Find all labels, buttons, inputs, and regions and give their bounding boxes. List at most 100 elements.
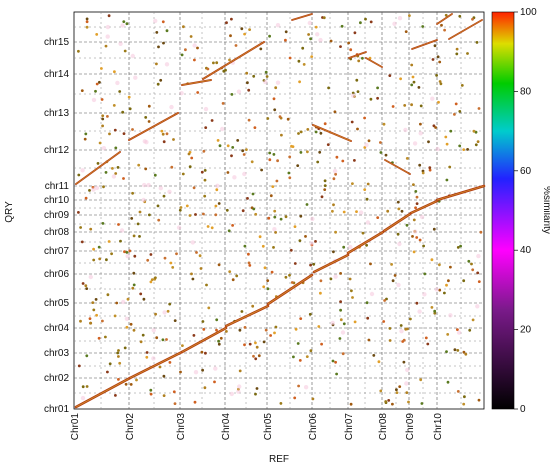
hit-halo: [422, 292, 427, 297]
hit-halo: [333, 274, 338, 279]
hit-point: [449, 265, 452, 269]
hit-halo: [105, 34, 110, 39]
hit-point: [405, 391, 409, 394]
hit-point: [382, 122, 386, 126]
hit-point: [339, 272, 342, 275]
hit-point: [187, 152, 191, 156]
hit-point: [434, 126, 437, 129]
hit-point: [423, 272, 427, 276]
hit-point: [357, 59, 361, 63]
hit-point: [190, 156, 194, 160]
hit-point: [272, 97, 276, 101]
hit-point: [95, 82, 99, 86]
hit-point: [301, 46, 305, 50]
hit-point: [104, 44, 108, 48]
hit-point: [119, 239, 122, 243]
hit-point: [245, 71, 249, 75]
hit-point: [100, 67, 103, 70]
hit-halo: [340, 330, 346, 335]
hit-point: [443, 291, 446, 295]
hit-point: [242, 153, 246, 156]
hit-point: [145, 351, 149, 354]
hit-halo: [392, 21, 397, 26]
hit-point: [254, 392, 257, 396]
hit-point: [269, 194, 273, 198]
hit-point: [252, 207, 256, 211]
hit-halo: [397, 16, 403, 21]
hit-point: [108, 362, 112, 366]
hit-point: [349, 48, 353, 52]
hit-point: [199, 267, 203, 270]
hit-point: [273, 215, 277, 219]
hit-halo: [412, 229, 418, 234]
hit-point: [196, 91, 200, 94]
hit-point: [166, 309, 170, 313]
hit-point: [433, 311, 437, 315]
hit-point: [200, 170, 204, 174]
hit-point: [433, 309, 437, 313]
hit-point: [293, 262, 297, 265]
hit-point: [182, 25, 185, 29]
hit-point: [305, 355, 309, 358]
hit-point: [254, 212, 258, 216]
hit-point: [102, 185, 105, 189]
hit-point: [351, 182, 354, 186]
hit-point: [476, 271, 480, 275]
hit-point: [122, 132, 126, 136]
hit-point: [137, 163, 141, 167]
hit-point: [397, 207, 401, 211]
hit-point: [251, 192, 255, 196]
hit-point: [395, 388, 398, 392]
hit-point: [458, 14, 462, 18]
hit-point: [168, 361, 172, 364]
hit-point: [89, 227, 93, 231]
hit-point: [243, 32, 247, 36]
hit-point: [432, 227, 436, 231]
hit-halo: [434, 287, 439, 292]
hit-halo: [119, 228, 125, 233]
x-tick-label: Chr01: [70, 413, 81, 441]
hit-point: [252, 354, 255, 358]
hit-point: [366, 182, 370, 186]
hit-point: [203, 178, 207, 182]
hit-point: [411, 235, 414, 238]
hit-point: [388, 74, 392, 77]
alignment-segment-highlight: [181, 79, 212, 86]
hit-point: [382, 320, 386, 323]
hit-halo: [275, 80, 281, 85]
hit-point: [108, 132, 111, 136]
hit-point: [101, 117, 105, 121]
hit-point: [288, 176, 292, 180]
hit-halo: [303, 385, 309, 390]
hit-point: [444, 13, 448, 17]
hit-point: [210, 226, 214, 230]
alignment-segment-highlight: [181, 327, 227, 353]
hit-halo: [220, 126, 225, 132]
hit-point: [308, 312, 312, 316]
hit-point: [118, 361, 122, 365]
hit-point: [422, 244, 425, 248]
hit-point: [318, 150, 322, 154]
hit-point: [385, 297, 388, 301]
hit-point: [248, 28, 252, 31]
alignment-segment-highlight: [436, 185, 485, 201]
hit-point: [316, 160, 320, 164]
hit-point: [129, 383, 133, 386]
hit-point: [207, 306, 211, 310]
hit-point: [350, 120, 354, 124]
hit-point: [104, 171, 108, 174]
hit-point: [141, 333, 145, 337]
hit-point: [262, 340, 266, 344]
hit-point: [309, 263, 312, 267]
hit-point: [145, 355, 149, 359]
hit-point: [85, 354, 89, 358]
alignment-segment-highlight: [365, 57, 383, 68]
hit-point: [471, 268, 475, 272]
hit-point: [77, 211, 80, 214]
hit-point: [364, 17, 367, 21]
hit-point: [132, 234, 136, 238]
hit-point: [106, 370, 109, 374]
y-tick-label: chr04: [44, 323, 69, 334]
hit-point: [463, 395, 466, 399]
hit-point: [353, 159, 356, 162]
